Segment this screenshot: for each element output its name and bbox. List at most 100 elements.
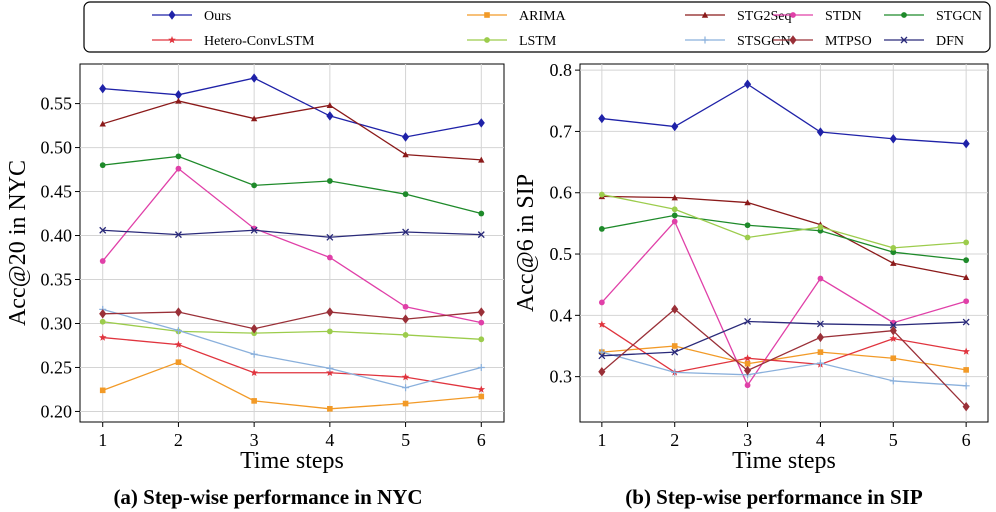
plot-area-sip [579, 63, 989, 423]
series-line-stdn [601, 220, 967, 387]
legend-label-stg2seq: STG2Seq [737, 9, 791, 24]
x-tick-label-nyc: 6 [477, 430, 486, 450]
data-point-arima [251, 398, 257, 404]
data-point-dfn [99, 226, 107, 234]
data-point-arima [963, 367, 969, 373]
data-point-lstm [817, 224, 824, 230]
data-point-lstm [890, 245, 897, 251]
legend-label-ours: Ours [204, 9, 231, 24]
data-point-arima [671, 343, 678, 349]
legend-label-dfn: DFN [936, 34, 964, 49]
legend-item-arima: ARIMA [467, 9, 567, 24]
data-point-dfn [326, 233, 334, 241]
series-line-ours [601, 83, 967, 145]
y-tick-label-sip: 0.7 [550, 121, 573, 141]
series-arima-nyc [99, 359, 485, 412]
data-point-stdn [598, 299, 605, 306]
data-point-mtpso [250, 324, 258, 334]
data-point-arima [817, 349, 824, 355]
legend-marker-stg2seq [701, 11, 709, 18]
legend-label-stgcn: STGCN [936, 9, 982, 24]
y-tick-label-nyc: 0.45 [41, 182, 73, 202]
data-point-stg2seq [175, 97, 182, 104]
series-line-stgcn [601, 214, 967, 261]
data-point-stdn [744, 382, 751, 389]
y-tick-label-nyc: 0.30 [41, 313, 73, 333]
y-tick-label-sip: 0.5 [550, 244, 573, 264]
series-hetero-convlstm-nyc [98, 333, 486, 393]
data-point-stgcn [251, 182, 258, 189]
data-point-mtpso [962, 401, 970, 412]
legend-label-hetero-convlstm: Hetero-ConvLSTM [204, 34, 315, 49]
legend-label-stdn: STDN [825, 9, 862, 24]
legend-marker-mtpso [789, 35, 797, 45]
data-point-hetero-convlstm [174, 340, 183, 348]
series-line-hetero-convlstm [601, 323, 967, 374]
legend-label-stsgcn: STSGCN [737, 34, 791, 49]
data-point-stg2seq [671, 194, 678, 201]
data-point-mtpso [671, 304, 679, 314]
data-point-stg2seq [478, 156, 485, 163]
data-point-stgcn [744, 222, 751, 229]
data-point-stdn [402, 303, 409, 310]
data-point-arima [175, 359, 182, 365]
data-point-stdn [326, 254, 333, 261]
data-point-mtpso [598, 367, 606, 377]
x-axis-label-sip: Time steps [732, 448, 836, 474]
y-tick-label-nyc: 0.25 [41, 357, 73, 377]
legend-marker-ours [168, 10, 176, 20]
x-tick-label-sip: 4 [816, 430, 825, 450]
series-stdn-sip [598, 218, 970, 389]
data-point-stdn [963, 298, 970, 305]
data-point-stsgcn [402, 384, 410, 392]
y-axis-label-sip: Acc@6 in SIP [513, 174, 539, 312]
data-point-stdn [175, 165, 182, 172]
legend-item-stgcn: STGCN [884, 9, 982, 24]
legend-frame [83, 1, 991, 53]
data-point-stgcn [890, 249, 897, 256]
x-tick-label-sip: 2 [670, 430, 679, 450]
data-point-stg2seq [962, 274, 970, 281]
data-point-lstm [478, 336, 485, 343]
y-tick-label-sip: 0.4 [550, 305, 573, 325]
data-point-hetero-convlstm [250, 368, 258, 376]
data-point-arima [327, 406, 333, 412]
data-point-stgcn [478, 210, 485, 217]
series-line-mtpso [601, 308, 967, 408]
data-point-ours [816, 127, 825, 137]
data-point-stgcn [326, 178, 333, 184]
data-point-mtpso [401, 314, 410, 324]
data-point-stdn [671, 218, 678, 225]
legend-marker-stgcn [901, 12, 907, 18]
x-tick-label-nyc: 1 [98, 430, 107, 450]
series-line-stg2seq [102, 100, 482, 161]
data-point-ours [99, 83, 107, 94]
legend-marker-hetero-convlstm [168, 36, 176, 44]
data-point-mtpso [326, 307, 334, 317]
series-line-hetero-convlstm [102, 336, 482, 391]
data-point-dfn [744, 318, 752, 325]
series-line-dfn [601, 320, 967, 357]
data-point-lstm [963, 239, 970, 246]
data-point-arima [402, 400, 409, 407]
chart-nyc: 0.20 0.25 0.30 0.35 0.40 0.45 0.50 0.55 1 2 3 4 5 6 T… [5, 63, 505, 509]
series-stsgcn-nyc [99, 305, 485, 392]
data-point-hetero-convlstm [743, 354, 752, 362]
data-point-stsgcn [889, 377, 897, 385]
x-tick-label-sip: 5 [889, 430, 898, 450]
series-dfn-nyc [99, 226, 485, 241]
data-point-stg2seq [250, 115, 258, 122]
data-point-stgcn [99, 162, 106, 169]
data-point-hetero-convlstm [598, 320, 606, 328]
data-point-ours [401, 132, 410, 142]
data-point-dfn [889, 321, 897, 329]
data-point-ours [250, 73, 258, 83]
legend-item-stg2seq: STG2Seq [685, 9, 791, 24]
data-point-stsgcn [598, 348, 606, 356]
data-point-stdn [817, 275, 824, 282]
legend-marker-lstm [484, 37, 490, 43]
series-stdn-nyc [99, 165, 485, 326]
series-line-ours [102, 77, 482, 138]
series-ours-nyc [99, 73, 485, 142]
series-lstm-nyc [99, 318, 485, 343]
